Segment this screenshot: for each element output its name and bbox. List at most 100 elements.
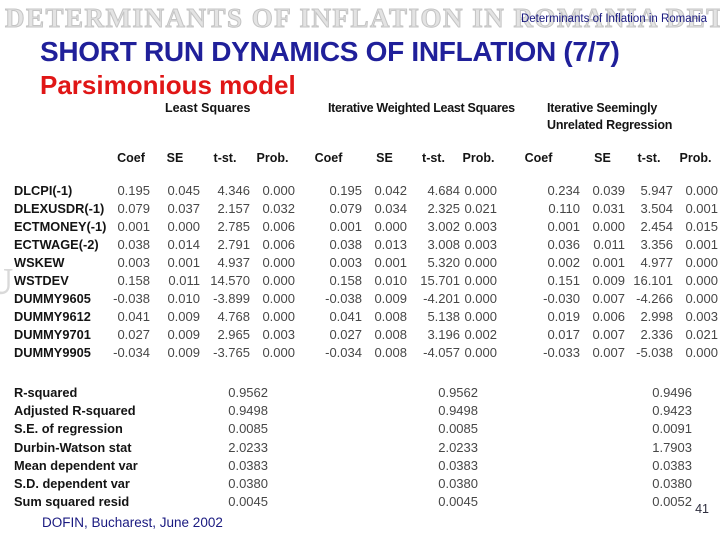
cell-value: 0.001 (374, 255, 407, 270)
cell-value: -0.034 (113, 345, 150, 360)
stat-row: S.E. of regression 0.0085 0.0085 0.0091 (0, 420, 692, 438)
cell-value: 0.000 (685, 273, 718, 288)
stat-label: R-squared (14, 385, 78, 400)
cell-value: -0.033 (543, 345, 580, 360)
cell-value: 0.000 (262, 345, 295, 360)
stat-value: 0.9423 (652, 403, 692, 419)
stat-value: 0.0085 (438, 421, 478, 437)
table-row: DUMMY9905 -0.034 0.009 -3.765 0.000 -0.034 0.0… (0, 344, 718, 362)
cell-value: -3.765 (213, 345, 250, 360)
cell-value: 0.011 (168, 273, 200, 288)
cell-value: -0.034 (325, 345, 362, 360)
cell-value: -0.030 (543, 291, 580, 306)
cell-value: -4.201 (423, 291, 460, 306)
cell-value: 0.000 (374, 219, 407, 234)
cell-value: 0.032 (262, 201, 295, 216)
cell-value: 0.000 (464, 309, 497, 324)
column-header: Coef (524, 151, 553, 165)
stat-row: R-squared 0.9562 0.9562 0.9496 (0, 384, 692, 402)
cell-value: 0.158 (117, 273, 150, 288)
cell-value: 0.000 (685, 255, 718, 270)
cell-value: 0.151 (547, 273, 580, 288)
cell-value: 5.947 (640, 183, 673, 198)
cell-value: 0.000 (685, 291, 718, 306)
cell-value: 14.570 (210, 273, 250, 288)
stat-value: 0.0383 (228, 457, 268, 473)
stat-label: Durbin-Watson stat (14, 439, 132, 455)
cell-value: -0.038 (325, 291, 362, 306)
cell-value: -5.038 (636, 345, 673, 360)
stat-value: 0.9496 (652, 385, 692, 400)
cell-value: 0.000 (464, 183, 497, 198)
cell-value: 0.007 (592, 345, 625, 360)
summary-statistics: R-squared 0.9562 0.9562 0.9496 Adjusted R-sq… (0, 384, 692, 511)
table-row: ECTWAGE(-2) 0.038 0.014 2.791 0.006 0.038 0.01… (0, 236, 718, 254)
column-header: t-st. (637, 151, 661, 165)
table-row: ECTMONEY(-1) 0.001 0.000 2.785 0.006 0.001 0.0… (0, 218, 718, 236)
cell-value: 0.003 (117, 255, 150, 270)
table-row: DUMMY9701 0.027 0.009 2.965 0.003 0.027 0.008 3… (0, 326, 718, 344)
cell-value: 0.001 (547, 219, 580, 234)
cell-value: 0.010 (167, 291, 200, 306)
cell-value: 0.007 (592, 327, 625, 342)
cell-value: 0.001 (685, 201, 718, 216)
cell-value: 0.000 (464, 291, 497, 306)
stat-value: 0.0383 (652, 457, 692, 473)
stat-value: 0.0380 (652, 475, 692, 491)
cell-value: -4.057 (423, 345, 460, 360)
row-label: DUMMY9605 (14, 291, 91, 306)
row-label: DUMMY9905 (14, 345, 91, 360)
table-row: DUMMY9605 -0.038 0.010 -3.899 0.000 -0.038 0.0… (0, 290, 718, 308)
stat-label: Mean dependent var (14, 457, 138, 473)
column-header-spacer (0, 149, 112, 167)
column-header: Prob. (256, 151, 289, 165)
cell-value: 0.000 (464, 273, 497, 288)
column-header: SE (376, 151, 393, 165)
row-label: WSKEW (14, 255, 65, 270)
cell-value: 0.003 (262, 327, 295, 342)
cell-value: 0.008 (374, 309, 407, 324)
stat-value: 0.0383 (438, 457, 478, 473)
cell-value: 0.000 (464, 255, 497, 270)
cell-value: 0.021 (685, 327, 718, 342)
cell-value: 0.027 (117, 327, 150, 342)
column-header: Prob. (679, 151, 712, 165)
cell-value: -0.038 (113, 291, 150, 306)
cell-value: 0.019 (547, 309, 580, 324)
stat-row: Mean dependent var 0.0383 0.0383 0.0383 (0, 457, 692, 475)
cell-value: 0.000 (262, 273, 295, 288)
cell-value: 0.001 (685, 237, 718, 252)
stat-label: S.E. of regression (14, 421, 123, 437)
cell-value: 0.037 (167, 201, 200, 216)
cell-value: 2.998 (640, 309, 673, 324)
stat-label: Sum squared resid (14, 494, 130, 510)
group-header-iterative-seemingly-unrelated-regression: Iterative Seemingly Unrelated Regression (547, 101, 673, 132)
cell-value: 0.038 (117, 237, 150, 252)
cell-value: 0.079 (117, 201, 150, 216)
cell-value: 0.000 (262, 255, 295, 270)
cell-value: 0.007 (592, 291, 625, 306)
cell-value: 0.002 (547, 255, 580, 270)
cell-value: 0.003 (464, 219, 497, 234)
table-row: WSKEW 0.003 0.001 4.937 0.000 0.003 0.001 5.320… (0, 254, 718, 272)
stat-row: Durbin-Watson stat 2.0233 2.0233 1.7903 (0, 439, 692, 457)
cell-value: 3.002 (427, 219, 460, 234)
cell-value: 0.009 (167, 327, 200, 342)
cell-value: 0.006 (262, 219, 295, 234)
cell-value: 0.003 (329, 255, 362, 270)
stat-value: 0.9562 (228, 385, 268, 400)
table-row: DLEXUSDR(-1) 0.079 0.037 2.157 0.032 0.079 0.0… (0, 200, 718, 218)
stat-value: 0.0085 (228, 421, 268, 437)
background-watermark-text: DETERMINANTS OF INFLATION IN ROMANIA DET… (5, 3, 720, 34)
stat-value: 0.0045 (228, 494, 268, 510)
slide-header-note: Determinants of Inflation in Romania (520, 13, 707, 25)
cell-value: 0.017 (547, 327, 580, 342)
cell-value: 4.684 (427, 183, 460, 198)
slide-subtitle: Parsimonious model (40, 70, 296, 100)
cell-value: -3.899 (213, 291, 250, 306)
cell-value: 0.000 (262, 183, 295, 198)
stat-value: 0.0052 (652, 494, 692, 510)
stat-label: S.D. dependent var (14, 475, 130, 491)
cell-value: 2.454 (640, 219, 673, 234)
cell-value: 0.000 (262, 291, 295, 306)
